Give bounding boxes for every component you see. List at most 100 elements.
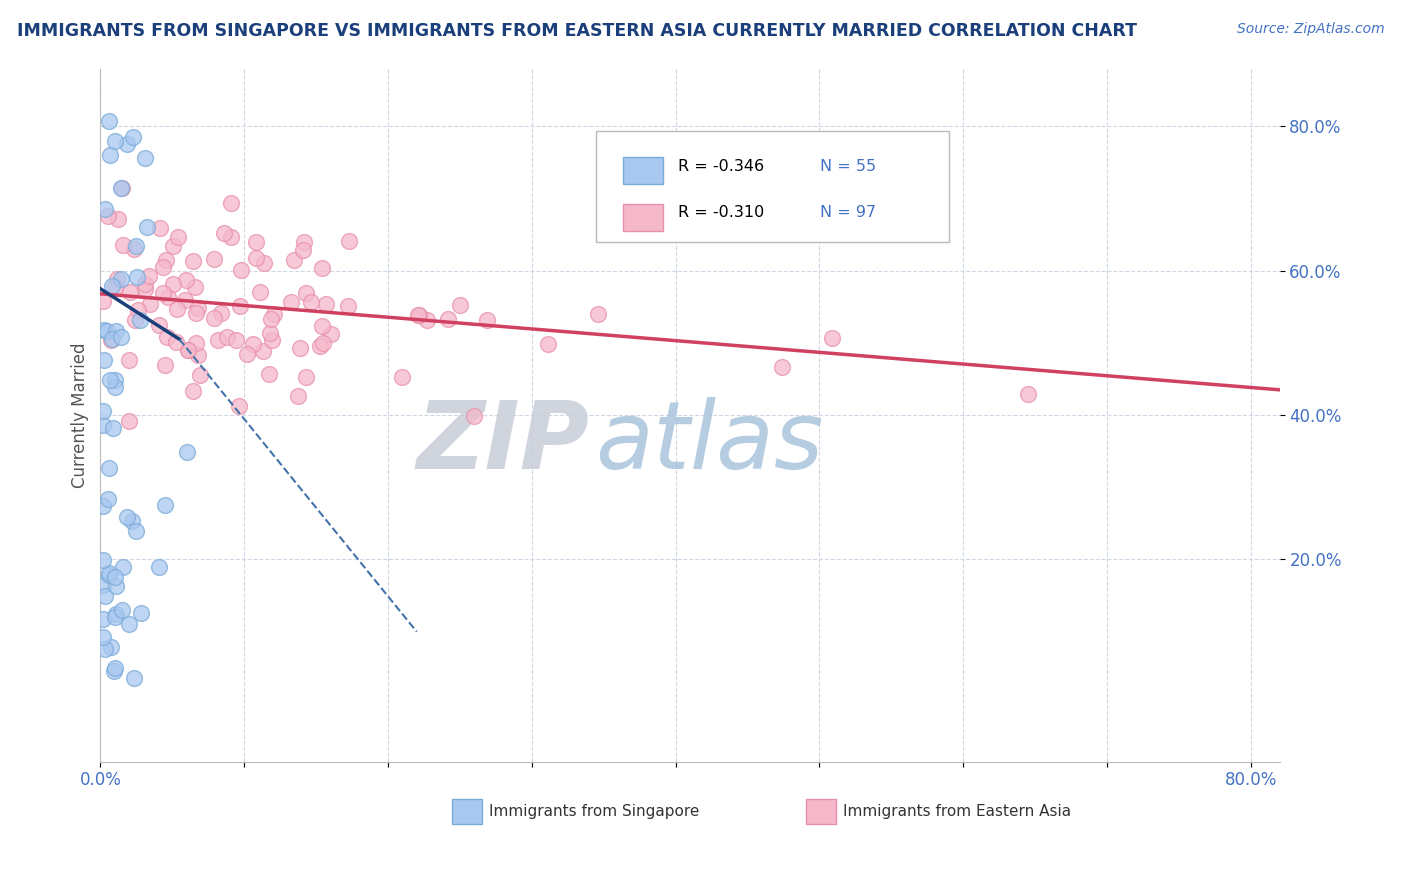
Point bbox=[153, 358, 176, 372]
Point bbox=[165, 335, 187, 350]
Text: R = -0.310: R = -0.310 bbox=[678, 205, 765, 220]
Point bbox=[148, 318, 170, 332]
Point bbox=[111, 238, 134, 252]
Point bbox=[134, 152, 156, 166]
Point bbox=[91, 293, 114, 308]
Point bbox=[96, 324, 118, 338]
Point bbox=[215, 330, 238, 344]
Point bbox=[91, 578, 114, 592]
Point bbox=[245, 235, 267, 250]
Point bbox=[97, 114, 120, 128]
Point bbox=[188, 368, 211, 382]
Point bbox=[245, 251, 267, 265]
Point bbox=[91, 552, 114, 566]
Point bbox=[162, 239, 184, 253]
Point bbox=[91, 404, 114, 418]
Point bbox=[110, 330, 132, 344]
Point bbox=[252, 344, 274, 359]
Point bbox=[436, 311, 458, 326]
Text: Immigrants from Eastern Asia: Immigrants from Eastern Asia bbox=[844, 804, 1071, 819]
Point bbox=[107, 212, 129, 227]
Point bbox=[110, 180, 132, 194]
Point bbox=[475, 313, 498, 327]
Point bbox=[117, 414, 139, 428]
Point bbox=[337, 299, 360, 313]
Point bbox=[122, 671, 145, 685]
Point bbox=[166, 301, 188, 316]
Point bbox=[463, 409, 485, 424]
Point bbox=[91, 418, 114, 433]
Point bbox=[101, 421, 124, 435]
Point bbox=[115, 510, 138, 524]
Point bbox=[228, 399, 250, 413]
Point bbox=[125, 270, 148, 285]
Point bbox=[100, 334, 122, 348]
Point bbox=[292, 244, 315, 258]
Point bbox=[136, 220, 159, 235]
Point bbox=[97, 491, 120, 506]
Point bbox=[308, 338, 330, 352]
Point bbox=[416, 312, 439, 326]
Point bbox=[129, 313, 152, 327]
Point bbox=[111, 603, 134, 617]
Point bbox=[129, 606, 152, 620]
Point bbox=[311, 260, 333, 275]
Point bbox=[139, 297, 162, 311]
Point bbox=[104, 579, 127, 593]
Text: IMMIGRANTS FROM SINGAPORE VS IMMIGRANTS FROM EASTERN ASIA CURRENTLY MARRIED CORR: IMMIGRANTS FROM SINGAPORE VS IMMIGRANTS … bbox=[17, 22, 1137, 40]
Point bbox=[1017, 387, 1039, 401]
Point bbox=[97, 209, 120, 223]
Point bbox=[104, 610, 127, 624]
FancyBboxPatch shape bbox=[806, 799, 837, 824]
Point bbox=[184, 280, 207, 294]
Point bbox=[118, 617, 141, 632]
Point bbox=[187, 301, 209, 315]
Point bbox=[183, 384, 205, 398]
Point bbox=[103, 569, 125, 583]
Point bbox=[821, 331, 844, 345]
Point bbox=[103, 373, 125, 387]
Point bbox=[177, 343, 200, 357]
Point bbox=[315, 297, 337, 311]
Point bbox=[537, 337, 560, 351]
Point bbox=[152, 286, 174, 301]
Point bbox=[118, 352, 141, 367]
Point bbox=[177, 343, 200, 357]
Text: Source: ZipAtlas.com: Source: ZipAtlas.com bbox=[1237, 22, 1385, 37]
Point bbox=[408, 308, 430, 322]
FancyBboxPatch shape bbox=[451, 799, 482, 824]
Point bbox=[181, 253, 204, 268]
Point bbox=[280, 294, 302, 309]
Point bbox=[588, 307, 610, 321]
Point bbox=[121, 130, 143, 145]
Point bbox=[229, 263, 252, 277]
Point bbox=[104, 661, 127, 675]
Point bbox=[312, 336, 335, 351]
Point bbox=[408, 308, 430, 322]
Point bbox=[104, 280, 127, 294]
Point bbox=[98, 148, 121, 162]
Point bbox=[174, 293, 197, 308]
Point bbox=[311, 318, 333, 333]
Point bbox=[449, 298, 471, 312]
Point bbox=[91, 611, 114, 625]
Point bbox=[93, 323, 115, 337]
FancyBboxPatch shape bbox=[623, 157, 662, 185]
Point bbox=[97, 566, 120, 581]
Point bbox=[91, 499, 114, 513]
Point bbox=[295, 370, 318, 384]
Point bbox=[98, 372, 121, 386]
Point bbox=[134, 282, 156, 296]
Point bbox=[91, 630, 114, 644]
Point bbox=[93, 352, 115, 367]
Point bbox=[94, 202, 117, 217]
Point bbox=[257, 367, 280, 381]
Point bbox=[149, 221, 172, 235]
Point bbox=[391, 369, 413, 384]
Point bbox=[98, 460, 121, 475]
Point bbox=[253, 256, 276, 270]
Point bbox=[209, 306, 232, 320]
Point bbox=[100, 640, 122, 654]
Point bbox=[176, 444, 198, 458]
Point bbox=[148, 560, 170, 574]
